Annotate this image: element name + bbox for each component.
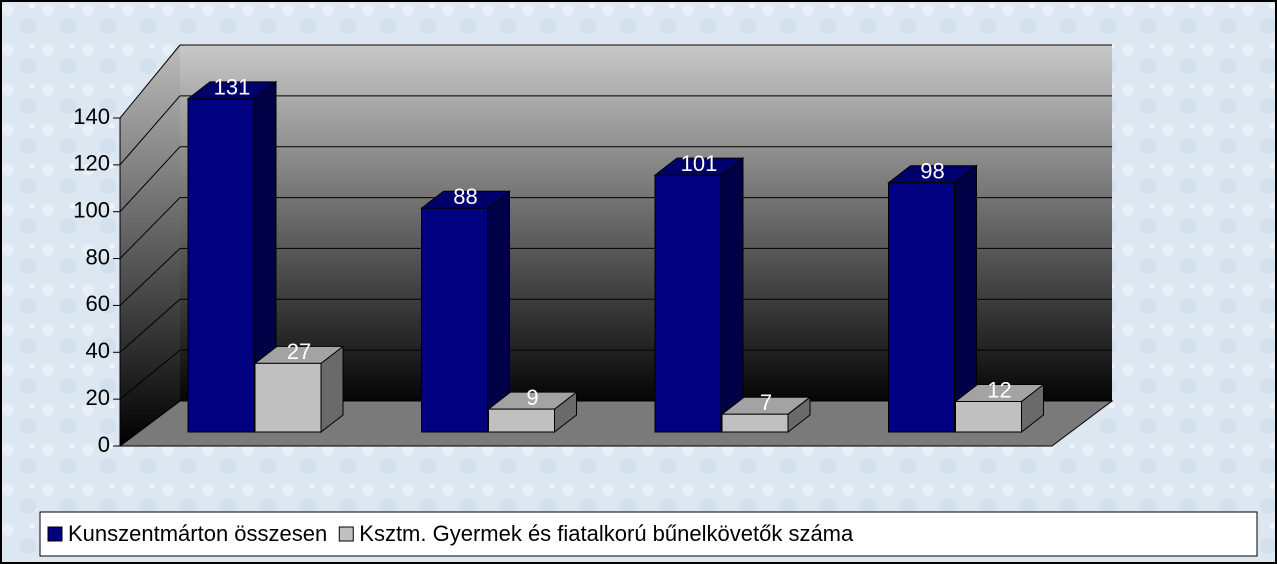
legend-swatch: [338, 526, 354, 542]
y-tick-label: 100: [73, 198, 110, 223]
grid-line-side: [119, 298, 181, 353]
data-label: 7: [760, 390, 772, 415]
legend-box: [39, 511, 1258, 557]
data-label: 88: [453, 184, 477, 209]
grid-line-side: [119, 400, 181, 447]
bar: [654, 174, 722, 433]
y-tick-label: 0: [98, 432, 110, 457]
y-tick-label: 80: [86, 244, 110, 269]
grid-line-side: [119, 95, 181, 166]
bar: [421, 207, 488, 433]
data-label: 98: [920, 159, 944, 184]
y-tick-label: 140: [73, 104, 110, 129]
bar: [254, 362, 322, 433]
legend-label: Ksztm. Gyermek és fiatalkorú bűnelkövető…: [359, 521, 854, 546]
y-tick-label: 60: [86, 291, 110, 316]
legend-label: Kunszentmárton összesen: [68, 521, 327, 546]
legend-swatch: [47, 526, 63, 542]
data-label: 9: [526, 385, 538, 410]
side-wall: [120, 45, 180, 446]
bar: [488, 408, 555, 433]
y-tick-label: 20: [86, 385, 110, 410]
bar: [187, 98, 255, 433]
data-label: 101: [681, 151, 718, 176]
y-tick-label: 120: [73, 151, 110, 176]
bar: [888, 182, 955, 433]
grid-line-side: [119, 349, 181, 400]
bar: [721, 413, 789, 433]
back-wall: [180, 45, 1112, 401]
grid-line-side: [119, 44, 181, 119]
data-label: 131: [214, 75, 251, 100]
grid-line-side: [119, 248, 181, 306]
data-label: 12: [987, 377, 1011, 402]
data-label: 27: [287, 339, 311, 364]
y-tick-label: 40: [86, 338, 110, 363]
bar-side: [720, 157, 744, 434]
grid-line-side: [119, 146, 181, 213]
bar: [955, 400, 1022, 433]
grid-line-side: [119, 197, 181, 259]
